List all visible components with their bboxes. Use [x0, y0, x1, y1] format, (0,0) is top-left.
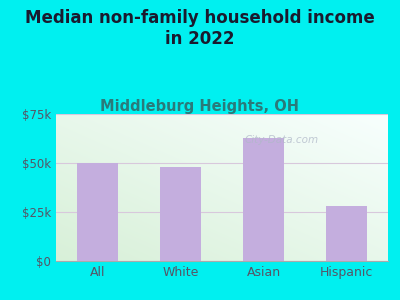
- Text: Middleburg Heights, OH: Middleburg Heights, OH: [100, 99, 300, 114]
- Text: Median non-family household income
in 2022: Median non-family household income in 20…: [25, 9, 375, 49]
- Bar: [326, 206, 367, 261]
- Text: City-Data.com: City-Data.com: [245, 136, 319, 146]
- Bar: [243, 137, 284, 261]
- Bar: [160, 167, 201, 261]
- Bar: [77, 163, 118, 261]
